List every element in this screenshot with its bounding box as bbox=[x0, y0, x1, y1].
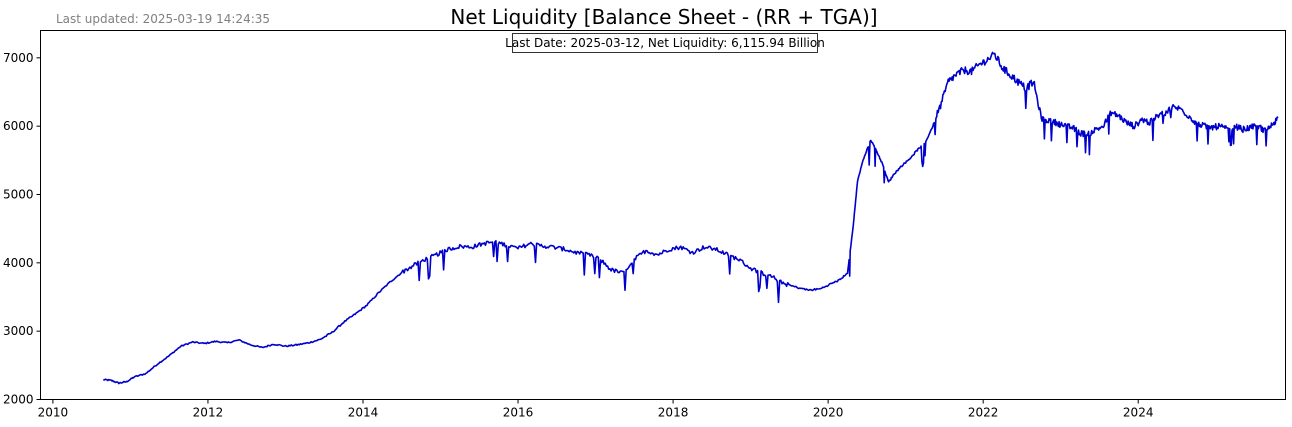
net-liquidity-line bbox=[102, 51, 1279, 385]
x-tick-label: 2010 bbox=[38, 406, 69, 420]
x-tick-label: 2024 bbox=[1123, 406, 1154, 420]
y-tick-label: 5000 bbox=[3, 188, 34, 202]
y-tick-label: 3000 bbox=[3, 324, 34, 338]
annotation-text: Last Date: 2025-03-12, Net Liquidity: 6,… bbox=[505, 36, 825, 50]
y-axis: 2000 3000 4000 5000 6000 7000 bbox=[3, 51, 41, 407]
y-tick-label: 2000 bbox=[3, 393, 34, 407]
last-date-annotation: Last Date: 2025-03-12, Net Liquidity: 6,… bbox=[505, 33, 825, 53]
annotation-box-frame bbox=[512, 33, 818, 53]
y-tick-label: 7000 bbox=[3, 51, 34, 65]
x-tick-label: 2018 bbox=[658, 406, 689, 420]
plot-area-frame bbox=[40, 30, 1286, 400]
x-tick-label: 2022 bbox=[968, 406, 999, 420]
x-tick-label: 2012 bbox=[193, 406, 224, 420]
last-updated-label: Last updated: 2025-03-19 14:24:35 bbox=[56, 12, 270, 26]
y-tick-label: 4000 bbox=[3, 256, 34, 270]
chart-title: Net Liquidity [Balance Sheet - (RR + TGA… bbox=[450, 5, 877, 29]
x-tick-label: 2020 bbox=[813, 406, 844, 420]
y-tick-label: 6000 bbox=[3, 119, 34, 133]
x-tick-label: 2016 bbox=[503, 406, 534, 420]
x-tick-label: 2014 bbox=[348, 406, 379, 420]
x-axis: 2010 2012 2014 2016 2018 2020 2022 2024 bbox=[38, 399, 1154, 420]
